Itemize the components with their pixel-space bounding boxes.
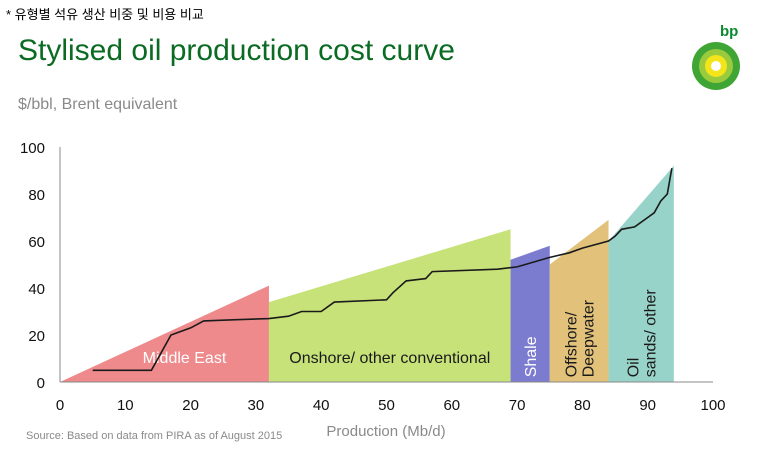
segment-label-line: sands/ other [643, 289, 660, 378]
segment-label-line: Oil [626, 358, 643, 378]
segment-label-line: Deepwater [581, 299, 598, 377]
y-axis-label: $/bbl, Brent equivalent [18, 96, 178, 113]
logo-text: bp [720, 23, 738, 40]
chart-title: Stylised oil production cost curve [18, 34, 455, 67]
segment-oil-sands-other [608, 165, 674, 382]
chart-note: * 유형별 석유 생산 비중 및 비용 비교 [6, 7, 204, 22]
y-tick-label: 40 [28, 281, 45, 298]
x-tick-label: 0 [56, 397, 64, 414]
segment-middle-east [60, 285, 269, 382]
segment-shale [510, 245, 550, 382]
x-axis-label: Production (Mb/d) [326, 423, 445, 440]
segment-label: Middle East [143, 350, 227, 367]
x-tick-label: 100 [700, 397, 725, 414]
cost-curve-line [92, 168, 673, 372]
y-tick-label: 20 [28, 328, 45, 345]
x-tick-label: 90 [639, 397, 656, 414]
y-tick-label: 60 [28, 234, 45, 251]
y-tick-label: 80 [28, 187, 45, 204]
bp-logo: bp [692, 23, 740, 90]
x-tick-label: 20 [182, 397, 199, 414]
x-tick-label: 50 [378, 397, 395, 414]
x-tick-label: 30 [248, 397, 265, 414]
segment-offshore-deepwater [549, 219, 609, 382]
segment-label: Offshore/Deepwater [564, 299, 598, 377]
x-tick-label: 10 [117, 397, 134, 414]
segment-label-line: Shale [523, 336, 540, 377]
y-tick-label: 100 [20, 140, 45, 157]
segment-label: Onshore/ other conventional [289, 350, 490, 367]
x-tick-label: 60 [443, 397, 460, 414]
x-tick-label: 40 [313, 397, 330, 414]
segment-label-line: Offshore/ [564, 311, 581, 377]
segment-label: Shale [523, 336, 540, 377]
x-tick-label: 80 [574, 397, 591, 414]
segment-onshore-other-conventional [268, 229, 511, 382]
segment-label: Oil sands/ other [626, 289, 660, 378]
y-tick-label: 0 [37, 375, 45, 392]
x-tick-label: 70 [509, 397, 526, 414]
source-note: Source: Based on data from PIRA as of Au… [26, 430, 283, 442]
